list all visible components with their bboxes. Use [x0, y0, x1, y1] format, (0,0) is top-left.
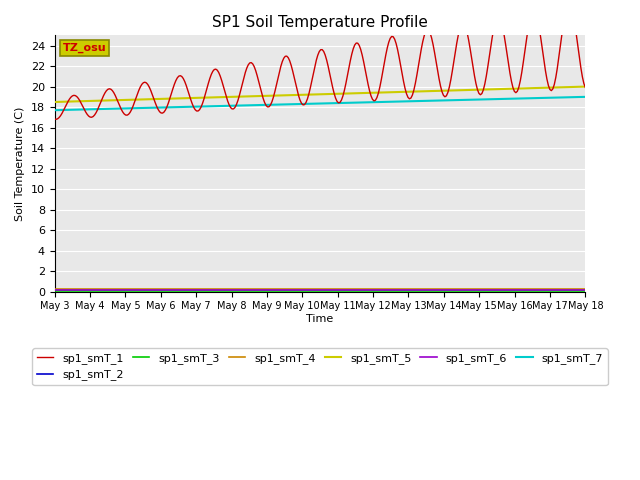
sp1_smT_1 — [228, 106, 236, 112]
sp1_smT_2 — [116, 287, 124, 293]
sp1_smT_7 — [236, 103, 243, 108]
sp1_smT_4 — [116, 286, 124, 292]
Y-axis label: Soil Temperature (C): Soil Temperature (C) — [15, 106, 25, 221]
sp1_smT_5 — [283, 92, 291, 98]
sp1_smT_1 — [284, 55, 292, 60]
sp1_smT_6 — [236, 287, 243, 292]
sp1_smT_2 — [51, 287, 58, 293]
sp1_smT_1 — [51, 116, 58, 122]
Text: TZ_osu: TZ_osu — [63, 43, 106, 53]
sp1_smT_7 — [582, 94, 589, 100]
sp1_smT_2 — [283, 287, 291, 293]
sp1_smT_1 — [554, 66, 561, 72]
sp1_smT_4 — [283, 286, 291, 292]
sp1_smT_4 — [236, 286, 243, 292]
Line: sp1_smT_1: sp1_smT_1 — [54, 3, 586, 120]
sp1_smT_7 — [227, 103, 234, 108]
Line: sp1_smT_7: sp1_smT_7 — [54, 97, 586, 110]
sp1_smT_2 — [227, 287, 234, 293]
sp1_smT_4 — [227, 286, 234, 292]
sp1_smT_3 — [283, 288, 291, 294]
sp1_smT_4 — [209, 286, 217, 292]
sp1_smT_5 — [236, 94, 243, 99]
sp1_smT_4 — [552, 286, 559, 292]
sp1_smT_3 — [116, 288, 124, 294]
sp1_smT_3 — [227, 288, 234, 294]
sp1_smT_5 — [116, 97, 124, 103]
Title: SP1 Soil Temperature Profile: SP1 Soil Temperature Profile — [212, 15, 428, 30]
sp1_smT_3 — [209, 288, 217, 294]
sp1_smT_4 — [582, 286, 589, 292]
sp1_smT_1 — [565, 0, 573, 6]
sp1_smT_2 — [209, 287, 217, 293]
sp1_smT_6 — [283, 287, 291, 292]
sp1_smT_6 — [51, 287, 58, 292]
sp1_smT_6 — [227, 287, 234, 292]
sp1_smT_6 — [116, 287, 124, 292]
sp1_smT_5 — [582, 84, 589, 89]
sp1_smT_6 — [209, 287, 217, 292]
sp1_smT_2 — [236, 287, 243, 293]
sp1_smT_3 — [51, 288, 58, 294]
sp1_smT_3 — [582, 288, 589, 294]
sp1_smT_3 — [236, 288, 243, 294]
sp1_smT_2 — [552, 287, 559, 293]
sp1_smT_7 — [283, 101, 291, 107]
sp1_smT_7 — [209, 103, 217, 109]
sp1_smT_4 — [51, 286, 58, 292]
sp1_smT_3 — [552, 288, 559, 294]
sp1_smT_1 — [52, 117, 60, 122]
sp1_smT_2 — [582, 287, 589, 293]
Line: sp1_smT_5: sp1_smT_5 — [54, 86, 586, 102]
sp1_smT_1 — [582, 84, 589, 90]
sp1_smT_5 — [209, 95, 217, 100]
sp1_smT_6 — [552, 287, 559, 292]
sp1_smT_5 — [51, 99, 58, 105]
sp1_smT_7 — [552, 95, 559, 100]
sp1_smT_1 — [237, 86, 244, 92]
sp1_smT_1 — [211, 67, 218, 72]
sp1_smT_7 — [116, 106, 124, 111]
Legend: sp1_smT_1, sp1_smT_2, sp1_smT_3, sp1_smT_4, sp1_smT_5, sp1_smT_6, sp1_smT_7: sp1_smT_1, sp1_smT_2, sp1_smT_3, sp1_smT… — [33, 348, 607, 385]
sp1_smT_1 — [117, 106, 125, 112]
sp1_smT_7 — [51, 108, 58, 113]
X-axis label: Time: Time — [307, 314, 333, 324]
sp1_smT_6 — [582, 287, 589, 292]
sp1_smT_5 — [552, 84, 559, 90]
sp1_smT_5 — [227, 94, 234, 100]
